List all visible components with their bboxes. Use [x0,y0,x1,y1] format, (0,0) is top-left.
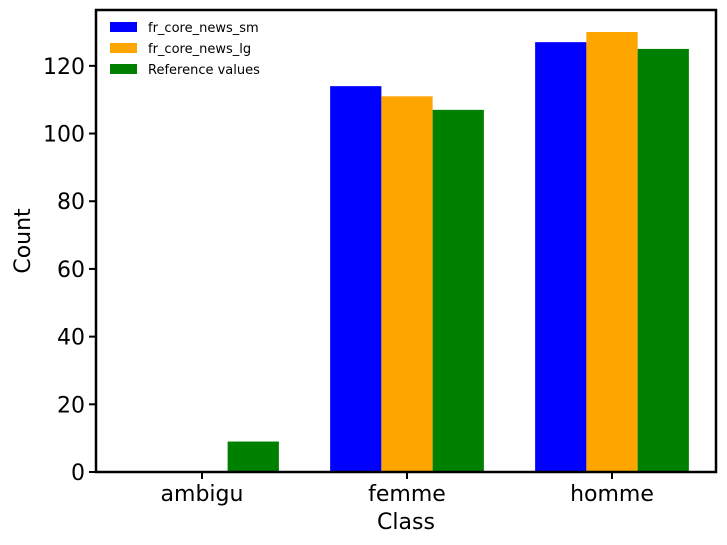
y-tick-label: 20 [57,393,85,418]
bar-fr-core-news-sm-homme [535,42,587,473]
x-axis-title: Class [377,510,435,535]
legend-label: fr_core_news_sm [148,21,259,36]
bar-fr-core-news-lg-homme [586,32,638,472]
y-tick-label: 60 [57,258,85,283]
y-tick-label: 80 [57,190,85,215]
bar-fr-core-news-sm-femme [330,86,382,473]
bar-reference-values-ambigu [227,441,279,472]
legend-label: Reference values [148,63,260,78]
y-tick-label: 40 [57,326,85,351]
y-axis-title: Count [11,208,36,274]
bars-layer [227,32,689,473]
y-tick-label: 120 [43,55,85,80]
x-tick-label: ambigu [161,482,244,507]
x-tick-label: femme [368,482,446,507]
plot-frame [94,8,718,474]
x-axis-ticks: ambigu femme homme [161,472,654,507]
y-tick-label: 0 [71,461,85,486]
y-tick-label: 100 [43,123,85,148]
legend-swatch [110,43,137,53]
legend-swatch [110,64,137,74]
bar-reference-values-homme [637,48,689,473]
legend-label: fr_core_news_lg [148,42,251,57]
y-axis-ticks: 0 20 40 60 80 100 120 [43,55,96,486]
bar-reference-values-femme [432,109,484,472]
x-tick-label: homme [570,482,654,507]
legend: fr_core_news_sm fr_core_news_lg Reference … [110,21,260,78]
bar-fr-core-news-lg-femme [381,96,433,472]
legend-swatch [110,22,137,32]
